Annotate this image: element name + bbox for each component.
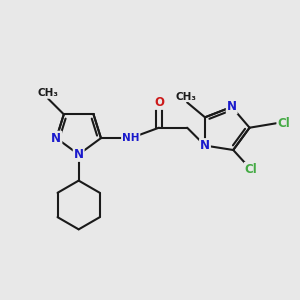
- Text: N: N: [51, 132, 62, 145]
- Text: NH: NH: [122, 133, 140, 143]
- Text: N: N: [74, 148, 84, 161]
- Text: Cl: Cl: [278, 117, 290, 130]
- Text: Cl: Cl: [245, 163, 257, 176]
- Text: CH₃: CH₃: [175, 92, 196, 101]
- Text: CH₃: CH₃: [38, 88, 58, 98]
- Text: N: N: [227, 100, 237, 113]
- Text: N: N: [200, 139, 210, 152]
- Text: O: O: [154, 96, 164, 109]
